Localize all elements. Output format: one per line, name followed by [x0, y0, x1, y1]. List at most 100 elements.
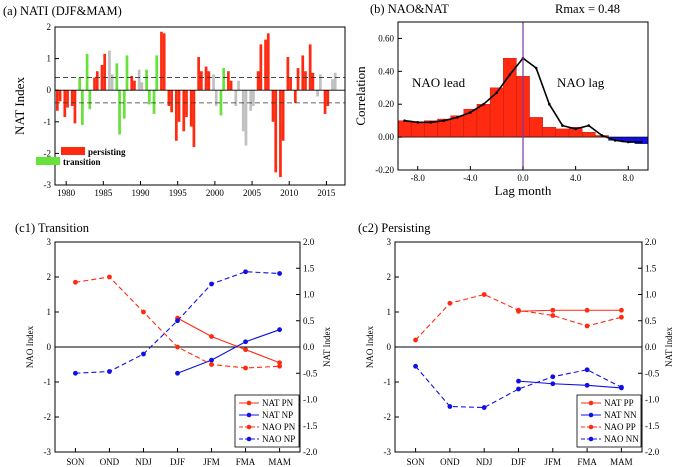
y-tick-label: 2 [387, 272, 392, 282]
nati-bar [229, 80, 233, 91]
series-point [107, 274, 112, 280]
x-tick-label: 2000 [206, 188, 225, 198]
nati-bar [177, 90, 181, 122]
nati-bar [289, 77, 292, 91]
nao-lag-label: NAO lag [557, 75, 605, 90]
y-tick-label: -1 [44, 117, 52, 127]
legend-label: NAT NN [604, 410, 637, 420]
x-tick-label: DJF [170, 457, 185, 467]
corr-bar [582, 131, 596, 138]
nati-bar [200, 71, 203, 91]
y-tick-label: 3 [47, 237, 52, 247]
legend-label: NAT PN [262, 398, 294, 408]
nati-bar [237, 80, 240, 91]
y-tick-label: 0.00 [378, 132, 394, 142]
legend-marker [246, 412, 252, 418]
series-point [619, 314, 624, 320]
x-tick-label: 2015 [317, 188, 336, 198]
series-point [481, 292, 487, 297]
series-point [550, 307, 556, 313]
y2-tick-label: -0.5 [303, 368, 318, 378]
x-tick-label: FMA [577, 457, 597, 467]
y2-tick-label: -1.5 [645, 421, 660, 431]
y-tick-label: 3 [387, 237, 392, 247]
y-tick-label: -1 [384, 377, 392, 387]
corr-point [469, 111, 472, 114]
series-point [550, 381, 556, 387]
series-point [209, 334, 214, 339]
x-tick-label: 1980 [57, 188, 76, 198]
y-tick-label: 1 [387, 307, 392, 317]
legend-marker [588, 412, 594, 418]
corr-point [442, 119, 446, 122]
series-point [413, 337, 418, 343]
nati-bar [192, 90, 196, 148]
x-tick-label: 1985 [94, 188, 113, 198]
corr-bar [542, 127, 557, 138]
nati-bar [70, 90, 74, 106]
panel-title: (c2) Persisting [358, 221, 431, 235]
nati-bar [122, 90, 126, 119]
y2-tick-label: -1.0 [645, 395, 660, 405]
nati-bar [174, 90, 178, 141]
corr-point [587, 124, 591, 127]
y2-tick-label: -2.0 [303, 447, 318, 457]
nati-bar [304, 71, 307, 91]
series-point [277, 271, 282, 276]
series-point [107, 369, 112, 374]
legend-box [576, 394, 642, 448]
nati-bar [259, 44, 263, 91]
series-point [619, 307, 624, 313]
x-tick-label: OND [100, 457, 120, 467]
corr-point [429, 121, 433, 124]
nati-bar [316, 90, 319, 97]
nati-bar [133, 80, 136, 91]
nati-bar [162, 33, 166, 91]
corr-point [574, 127, 577, 131]
panel-title: (c1) Transition [15, 221, 90, 235]
legend-swatch-transition [36, 157, 60, 165]
y-tick-label: 0 [47, 342, 52, 352]
x-tick-label: MAM [610, 457, 633, 467]
x-axis-label: Lag month [495, 183, 552, 198]
corr-bar [397, 120, 412, 138]
nati-bar [219, 90, 223, 116]
corr-point [600, 134, 604, 137]
corr-point [455, 116, 459, 119]
x-tick-label: SON [66, 457, 85, 467]
y-tick-label: -2 [44, 412, 52, 422]
x-tick-label: JFM [545, 457, 562, 467]
x-tick-label: 1995 [169, 188, 188, 198]
nati-bar [167, 90, 171, 106]
panel-title: (b) NAO&NAT [370, 2, 449, 16]
x-tick-label: -4.0 [463, 173, 478, 183]
series-point [584, 382, 590, 388]
nati-bar [318, 74, 322, 91]
series-point [73, 279, 78, 285]
series-point [175, 370, 180, 376]
nati-bar [249, 90, 253, 111]
series-point [277, 363, 282, 369]
corr-point [416, 121, 420, 124]
nati-bar [227, 71, 230, 91]
y-tick-label: 0.40 [378, 66, 394, 76]
y2-tick-label: 0.0 [645, 342, 657, 352]
corr-bar [555, 128, 570, 138]
nati-bar [308, 44, 312, 91]
y2-tick-label: -0.5 [645, 368, 660, 378]
nati-bar [241, 90, 245, 132]
nati-bar [130, 75, 134, 91]
nati-bar [140, 82, 144, 91]
nati-bar [103, 53, 107, 91]
series-line [415, 293, 622, 341]
legend-label: NAO PP [604, 422, 636, 432]
y2-tick-label: -1.0 [303, 395, 318, 405]
y2-tick-label: -2.0 [645, 447, 660, 457]
y-tick-label: -0.20 [375, 165, 394, 175]
x-tick-label: NDJ [476, 457, 493, 467]
y2-tick-label: 2.0 [645, 237, 657, 247]
nati-bar [170, 90, 173, 113]
corr-point [508, 73, 512, 76]
series-point [243, 365, 248, 371]
legend-marker [246, 400, 252, 406]
